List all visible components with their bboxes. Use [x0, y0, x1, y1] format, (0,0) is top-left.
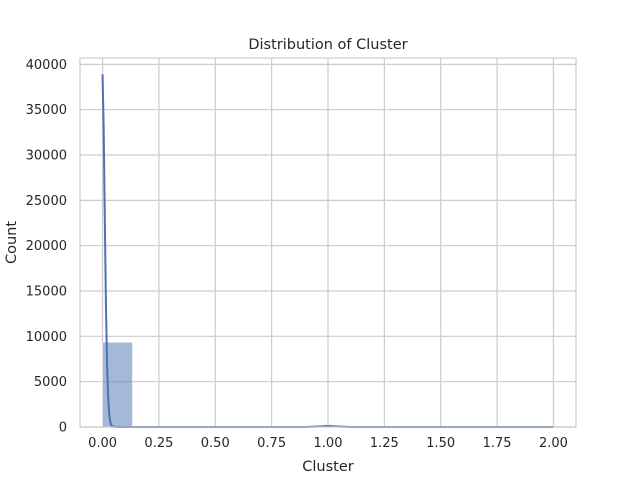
x-tick-label: 0.75 [257, 436, 286, 451]
chart-title: Distribution of Cluster [248, 37, 407, 53]
x-tick-label: 1.50 [426, 436, 455, 451]
x-axis-ticks: 0.00 0.25 0.50 0.75 1.00 1.25 1.50 1.75 2.00 [88, 436, 568, 451]
y-tick-label: 35000 [26, 103, 67, 118]
y-tick-label: 40000 [26, 58, 67, 73]
y-tick-label: 10000 [26, 330, 67, 345]
x-tick-label: 1.00 [314, 436, 343, 451]
y-axis-ticks: 0 5000 10000 15000 20000 25000 30000 35000 40000 [26, 58, 67, 436]
x-tick-label: 1.25 [370, 436, 399, 451]
x-tick-label: 2.00 [539, 436, 568, 451]
y-tick-label: 20000 [26, 239, 67, 254]
x-tick-label: 0.00 [88, 436, 117, 451]
y-tick-label: 0 [59, 421, 67, 436]
y-axis-label: Count [4, 221, 20, 264]
y-tick-label: 30000 [26, 149, 67, 164]
x-tick-label: 1.75 [483, 436, 512, 451]
plot-frame [79, 57, 577, 428]
y-tick-label: 25000 [26, 194, 67, 209]
y-tick-label: 5000 [34, 375, 67, 390]
x-tick-label: 0.25 [144, 436, 173, 451]
x-tick-label: 0.50 [201, 436, 230, 451]
x-axis-label: Cluster [302, 459, 354, 475]
y-tick-label: 15000 [26, 285, 67, 300]
grid [80, 58, 576, 428]
